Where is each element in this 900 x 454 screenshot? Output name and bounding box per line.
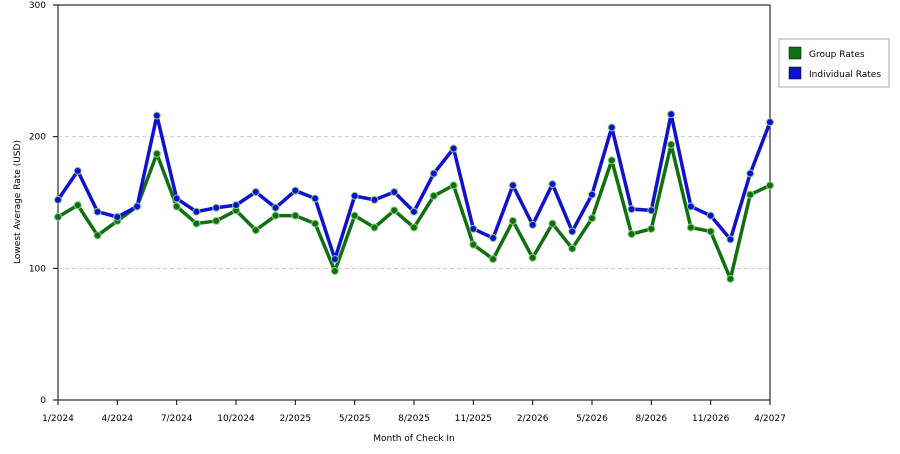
data-point [212, 216, 221, 225]
x-tick-label: 11/2025 [455, 414, 492, 424]
data-point [271, 203, 280, 212]
legend-swatch [788, 46, 802, 60]
data-point [113, 212, 122, 221]
x-tick-label: 7/2024 [161, 414, 193, 424]
data-point [152, 149, 161, 158]
data-point [726, 274, 735, 283]
data-point [54, 195, 62, 204]
data-point [686, 202, 695, 211]
data-point [508, 216, 517, 225]
data-point [133, 202, 142, 211]
data-point [548, 180, 557, 189]
y-tick-label: 100 [29, 264, 46, 274]
data-point [291, 211, 300, 220]
data-point [390, 206, 399, 215]
data-point [271, 211, 280, 220]
data-point [568, 244, 577, 253]
data-point [706, 211, 715, 220]
data-point [766, 181, 774, 190]
data-point [192, 219, 201, 228]
data-point [548, 219, 557, 228]
data-point [686, 223, 695, 232]
x-axis-title: Month of Check In [373, 434, 455, 444]
data-point [330, 266, 339, 275]
x-tick-label: 2/2026 [517, 414, 549, 424]
data-point [73, 166, 82, 175]
data-point [330, 255, 339, 264]
x-tick-label: 5/2025 [339, 414, 371, 424]
data-point [746, 190, 755, 199]
data-point [350, 211, 359, 220]
data-point [192, 207, 201, 216]
data-point [311, 219, 320, 228]
data-point [627, 230, 636, 239]
data-point [607, 123, 616, 132]
series-line [56, 112, 772, 261]
data-point [469, 224, 478, 233]
data-point [607, 156, 616, 165]
data-point [172, 202, 181, 211]
data-point [410, 207, 418, 216]
data-point [212, 203, 221, 212]
y-axis-title: Lowest Average Rate (USD) [13, 140, 23, 264]
data-point [291, 186, 300, 195]
data-point [93, 231, 102, 240]
x-tick-label: 4/2027 [754, 414, 786, 424]
data-point [93, 207, 102, 216]
data-point [152, 111, 161, 120]
data-point [647, 206, 656, 215]
plot-frame [57, 4, 771, 401]
data-point [726, 235, 735, 244]
data-point [172, 194, 181, 203]
data-point [588, 214, 596, 223]
x-tick-label: 11/2026 [692, 414, 730, 424]
data-point [449, 144, 458, 153]
data-point [667, 110, 676, 119]
data-point [508, 181, 517, 190]
data-point [350, 191, 359, 200]
x-tick-label: 4/2024 [101, 414, 133, 424]
x-tick-label: 1/2024 [42, 414, 74, 424]
x-tick-label: 10/2024 [217, 414, 255, 424]
data-point [766, 118, 774, 127]
data-point [667, 140, 676, 149]
data-point [449, 181, 458, 190]
y-tick-label: 200 [29, 133, 46, 143]
data-point [746, 169, 755, 178]
y-tick-label: 0 [40, 396, 46, 406]
data-point [588, 190, 596, 199]
y-tick-label: 300 [29, 1, 46, 11]
data-point [54, 212, 62, 221]
data-point [251, 187, 260, 196]
data-point [489, 255, 498, 264]
data-point [627, 205, 636, 214]
data-point [528, 220, 537, 229]
data-point [232, 201, 240, 210]
data-point [311, 194, 320, 203]
x-tick-label: 5/2026 [576, 414, 608, 424]
data-point [647, 224, 656, 233]
x-tick-label: 8/2025 [398, 414, 430, 424]
x-tick-label: 2/2025 [279, 414, 311, 424]
data-point [390, 187, 399, 196]
data-point [370, 195, 379, 204]
data-point [469, 240, 478, 249]
data-point [73, 201, 82, 210]
data-point [410, 223, 418, 232]
data-point [429, 169, 438, 178]
legend-label: Group Rates [809, 50, 865, 60]
data-point [528, 253, 537, 262]
data-point [429, 191, 438, 200]
legend-swatch [788, 66, 802, 80]
data-point [706, 227, 715, 236]
data-point [568, 227, 577, 236]
data-point [370, 223, 379, 232]
data-point [251, 226, 260, 235]
data-point [489, 234, 498, 243]
legend-label: Individual Rates [809, 70, 881, 80]
x-tick-label: 8/2026 [635, 414, 667, 424]
